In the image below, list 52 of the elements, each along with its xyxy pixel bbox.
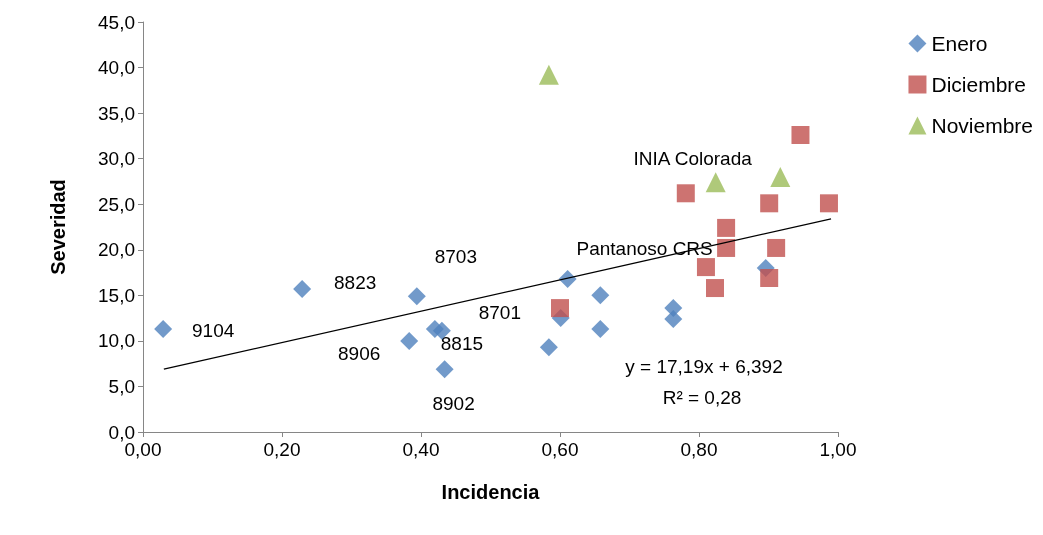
y-tick-label: 45,0	[98, 11, 135, 33]
annotation: 8815	[440, 332, 484, 354]
y-tick-label: 20,0	[98, 239, 135, 261]
y-tick-label: 10,0	[98, 330, 135, 352]
legend-label: Enero	[931, 32, 988, 55]
x-tick-label: 0,40	[402, 439, 440, 460]
point	[293, 279, 312, 298]
point	[591, 320, 610, 339]
annotation: 8701	[478, 302, 521, 324]
annotation: 8906	[338, 343, 381, 365]
annotation: 8823	[334, 272, 377, 294]
y-tick-label: 5,0	[108, 375, 135, 397]
point	[551, 299, 569, 318]
y-tick-label: 30,0	[98, 148, 135, 170]
x-tick-label: 0,20	[263, 439, 301, 460]
point	[791, 125, 810, 144]
point	[407, 287, 426, 306]
y-tick-label: 35,0	[98, 102, 135, 124]
annotation: 8902	[432, 392, 475, 414]
y-tick-label: 15,0	[98, 284, 135, 306]
point	[539, 338, 558, 357]
point	[154, 320, 173, 339]
point	[696, 258, 715, 277]
y-tick-label: 25,0	[98, 193, 135, 215]
annotation: 8703	[434, 245, 477, 267]
point	[717, 238, 736, 257]
x-tick-label: 0,80	[680, 439, 718, 460]
legend-label: Diciembre	[931, 73, 1026, 96]
point	[664, 310, 683, 329]
point	[705, 172, 726, 193]
point	[760, 269, 779, 288]
x-tick-label: 0,60	[541, 439, 579, 460]
point	[538, 64, 559, 85]
annotation: y = 17,19x + 6,392	[625, 355, 783, 377]
x-axis-title: Incidencia	[441, 481, 541, 503]
annotation: 9104	[192, 319, 235, 341]
point	[676, 184, 695, 203]
point	[770, 166, 791, 187]
y-axis-title: Severidad	[47, 179, 69, 275]
annotation: INIA Colorada	[633, 147, 753, 169]
y-tick-label: 40,0	[98, 57, 135, 79]
annotation: R² = 0,28	[662, 386, 742, 408]
point	[705, 279, 724, 298]
point	[767, 238, 786, 257]
point	[819, 194, 838, 213]
point	[400, 331, 419, 350]
point	[760, 194, 779, 213]
point	[591, 286, 610, 305]
point	[717, 218, 736, 237]
point	[435, 360, 454, 379]
x-tick-label: 1,00	[819, 439, 857, 460]
legend-label: Noviembre	[931, 114, 1034, 137]
